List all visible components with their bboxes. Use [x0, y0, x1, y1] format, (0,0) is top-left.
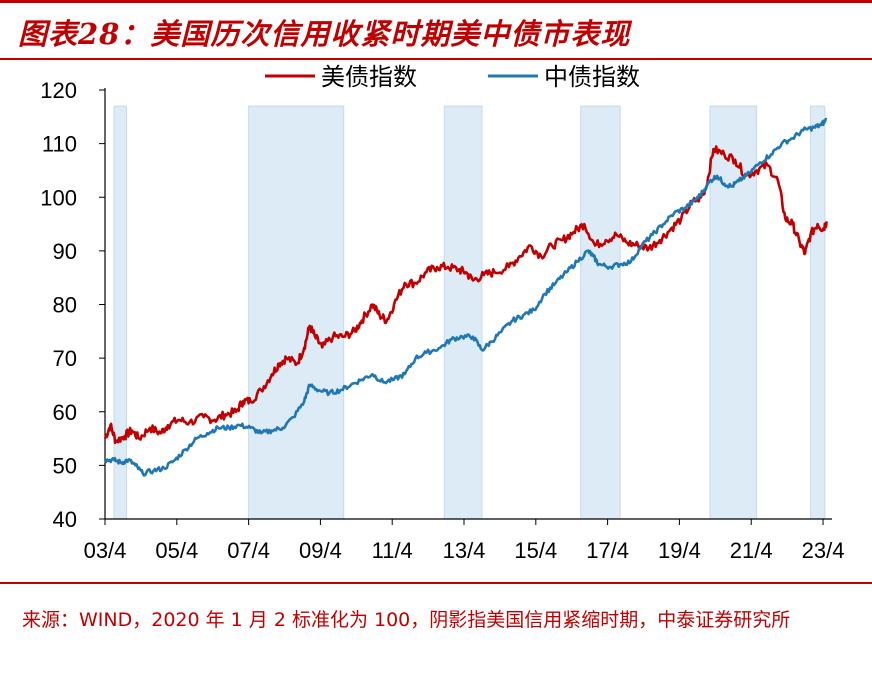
shaded-period-4 — [580, 105, 621, 520]
y-tick-label: 90 — [53, 239, 77, 264]
shaded-period-6 — [809, 105, 826, 520]
shaded-period-3 — [443, 105, 483, 520]
legend-label-us: 美债指数 — [321, 64, 417, 91]
line-chart: 40 50 60 70 80 90 100 110 120 03/4 05/4 07/4 09/4 11/… — [40, 64, 845, 563]
series-line-cn — [103, 117, 828, 477]
chart-area: 40 50 60 70 80 90 100 110 120 03/4 05/4 07/4 09/4 11/… — [0, 62, 872, 582]
y-tick-label: 50 — [53, 453, 77, 478]
x-tick-label: 17/4 — [586, 538, 629, 563]
y-tick-label: 80 — [53, 293, 77, 318]
y-tick-label: 60 — [53, 400, 77, 425]
y-tick-label: 40 — [53, 507, 77, 532]
legend: 美债指数 中债指数 — [265, 64, 640, 91]
footer-divider — [0, 582, 872, 584]
shaded-period-5 — [709, 105, 758, 520]
x-tick-label: 21/4 — [730, 538, 773, 563]
x-tick-label: 19/4 — [658, 538, 701, 563]
y-tick-label: 70 — [53, 346, 77, 371]
y-tick-label: 100 — [40, 185, 77, 210]
y-tick-label: 110 — [42, 132, 77, 157]
title-bar: 图表28：美国历次信用收紧时期美中债市表现 — [0, 0, 872, 60]
source-note: 来源：WIND，2020 年 1 月 2 标准化为 100，阴影指美国信用紧缩时… — [22, 609, 791, 631]
shaded-period-2 — [248, 105, 345, 520]
x-tick-label: 07/4 — [227, 538, 270, 563]
x-tick-label: 09/4 — [299, 538, 342, 563]
x-tick-label: 23/4 — [802, 538, 845, 563]
x-tick-label: 05/4 — [155, 538, 198, 563]
series-line-us — [103, 145, 828, 445]
x-tick-label: 13/4 — [443, 538, 486, 563]
y-tick-label: 120 — [40, 78, 77, 103]
chart-title: 图表28：美国历次信用收紧时期美中债市表现 — [18, 17, 631, 51]
x-tick-label: 11/4 — [372, 538, 413, 563]
shaded-period-1 — [113, 105, 128, 520]
legend-label-cn: 中债指数 — [544, 64, 640, 91]
x-tick-label: 03/4 — [84, 538, 127, 563]
x-tick-label: 15/4 — [514, 538, 557, 563]
